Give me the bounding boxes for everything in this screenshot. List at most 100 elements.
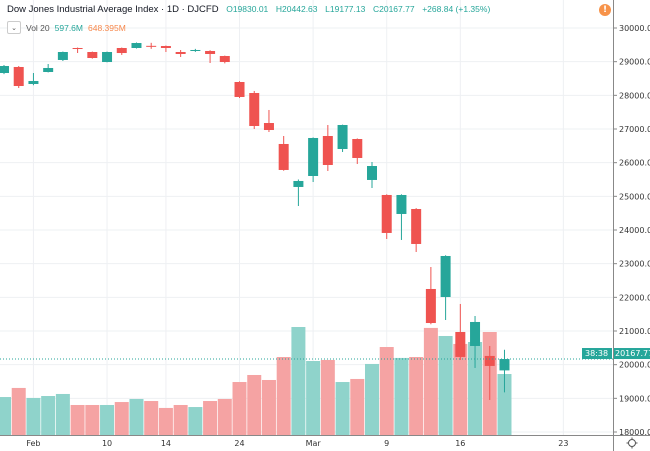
volume-bar — [0, 397, 11, 435]
candle-body — [57, 52, 68, 60]
ohlc-high: H20442.63 — [275, 4, 318, 14]
candle-body — [175, 52, 186, 54]
price-tick-label: 21000.00 — [619, 327, 650, 336]
volume-bar — [100, 404, 115, 435]
price-tick-label: 18000.00 — [619, 428, 650, 437]
volume-bar — [276, 357, 291, 435]
price-tick-label: 30000.00 — [619, 24, 650, 33]
candle-body — [484, 355, 495, 366]
volume-legend: ⌄ Vol 20 597.6M 648.395M — [7, 21, 126, 34]
price-tick-label: 23000.00 — [619, 260, 650, 269]
candle-body — [293, 180, 304, 187]
price-tick-label: 22000.00 — [619, 293, 650, 302]
exclamation-icon[interactable]: ! — [599, 4, 611, 16]
time-axis[interactable]: Feb 10 14 24 Mar 9 16 23 — [26, 439, 568, 448]
volume-bar — [70, 404, 85, 435]
candle-body — [116, 47, 127, 54]
candle-body — [160, 46, 171, 48]
volume-bar — [55, 393, 70, 435]
volume-bar — [129, 398, 144, 435]
candle-body — [190, 49, 201, 51]
volume-bar — [232, 382, 247, 435]
price-tick-label: 19000.00 — [619, 394, 650, 403]
candle-body — [43, 67, 54, 73]
price-axis[interactable]: 18000.00 19000.00 20000.00 21000.00 22000.00… — [613, 24, 650, 437]
candle-body — [425, 288, 436, 324]
bar-countdown-label: 38:38 — [585, 349, 608, 358]
volume-bar — [394, 357, 409, 435]
volume-bar — [453, 343, 468, 435]
volume-bar — [350, 378, 365, 435]
symbol-title[interactable]: Dow Jones Industrial Average Index · 1D … — [7, 4, 219, 15]
candle-body — [219, 56, 230, 63]
candle-body — [0, 66, 9, 74]
candle-body — [499, 359, 510, 371]
volume-bar — [497, 374, 512, 435]
candle-body — [396, 194, 407, 214]
volume-bars — [0, 327, 512, 435]
time-tick-label: 16 — [455, 439, 465, 448]
last-price-label: 20167.77 — [615, 349, 650, 358]
time-tick-label: 10 — [102, 439, 112, 448]
candle-body — [249, 93, 260, 127]
last-price-badge: 20167.77 38:38 — [582, 348, 650, 360]
volume-value: 597.6M — [54, 22, 83, 33]
price-tick-label: 27000.00 — [619, 125, 650, 134]
candle-body — [367, 165, 377, 180]
volume-bar — [158, 407, 173, 435]
candle-body — [411, 208, 422, 244]
chevron-down-icon[interactable]: ⌄ — [7, 21, 21, 34]
time-tick-label: 24 — [234, 439, 244, 448]
price-tick-label: 20000.00 — [619, 361, 650, 370]
volume-bar — [261, 379, 276, 435]
time-tick-label: Mar — [306, 439, 322, 448]
volume-bar — [365, 363, 379, 435]
candle-body — [72, 47, 83, 50]
ohlc-close: C20167.77 — [372, 4, 415, 14]
price-tick-label: 25000.00 — [619, 192, 650, 201]
volume-bar — [335, 382, 350, 435]
ohlc-change: +268.84 (+1.35%) — [422, 4, 491, 14]
volume-bar — [203, 401, 218, 435]
ohlc-open: O19830.01 — [226, 4, 269, 14]
volume-bar — [188, 407, 203, 435]
candle-body — [13, 66, 24, 87]
volume-bar — [26, 397, 41, 435]
volume-bar — [423, 327, 438, 435]
volume-bar — [438, 335, 453, 435]
candle-body — [234, 82, 245, 97]
candle-body — [337, 124, 348, 149]
volume-ma-value: 648.395M — [88, 22, 126, 33]
volume-indicator-label[interactable]: Vol 20 — [26, 22, 50, 33]
candle-body — [146, 45, 157, 47]
time-tick-label: 14 — [161, 439, 171, 448]
volume-bar — [320, 359, 335, 435]
volume-bar — [409, 357, 424, 435]
volume-bar — [114, 402, 129, 435]
volume-bar — [306, 360, 321, 435]
candle-body — [455, 331, 466, 357]
volume-bar — [85, 404, 100, 435]
price-tick-label: 26000.00 — [619, 159, 650, 168]
candle-body — [308, 137, 319, 176]
volume-bar — [379, 347, 394, 435]
chart-legend: Dow Jones Industrial Average Index · 1D … — [7, 4, 490, 15]
volume-bar — [173, 404, 188, 435]
volume-bar — [41, 396, 56, 435]
candle-body — [205, 50, 216, 54]
candle-body — [278, 143, 289, 170]
candle-body — [263, 123, 274, 131]
candle-body — [470, 321, 481, 346]
price-tick-label: 28000.00 — [619, 91, 650, 100]
candle-body — [87, 52, 98, 58]
time-tick-label: Feb — [26, 439, 40, 448]
candle-body — [381, 194, 392, 233]
price-tick-label: 24000.00 — [619, 226, 650, 235]
time-tick-label: 23 — [558, 439, 568, 448]
candle-body — [352, 138, 363, 158]
settings-gear-icon[interactable] — [626, 437, 638, 449]
price-tick-label: 29000.00 — [619, 58, 650, 67]
volume-bar — [291, 327, 306, 435]
candle-body — [322, 136, 333, 165]
